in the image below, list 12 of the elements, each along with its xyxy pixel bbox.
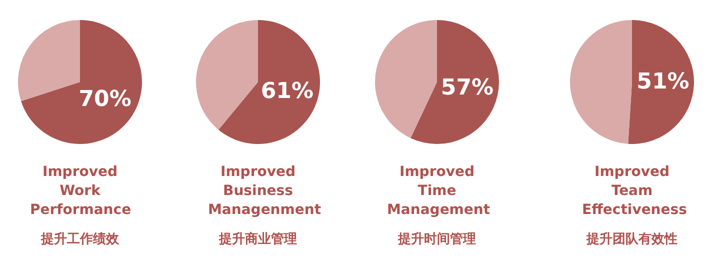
data-label: 61% [260,79,314,104]
text: 提升时间管理 [396,231,477,248]
text: Improved Work Performance [30,163,132,220]
data-label: 51% [636,70,690,95]
text: Improved Team Effectiveness [582,163,687,220]
data-label: 70% [78,86,132,112]
text: Improved Business Managenment [208,163,322,220]
text: 提升团队有效性 [585,231,678,248]
text: 提升工作绩效 [40,231,120,248]
text: 提升商业管理 [218,230,298,248]
data-label: 57% [440,75,494,100]
text: Improved Time Management [387,163,490,220]
